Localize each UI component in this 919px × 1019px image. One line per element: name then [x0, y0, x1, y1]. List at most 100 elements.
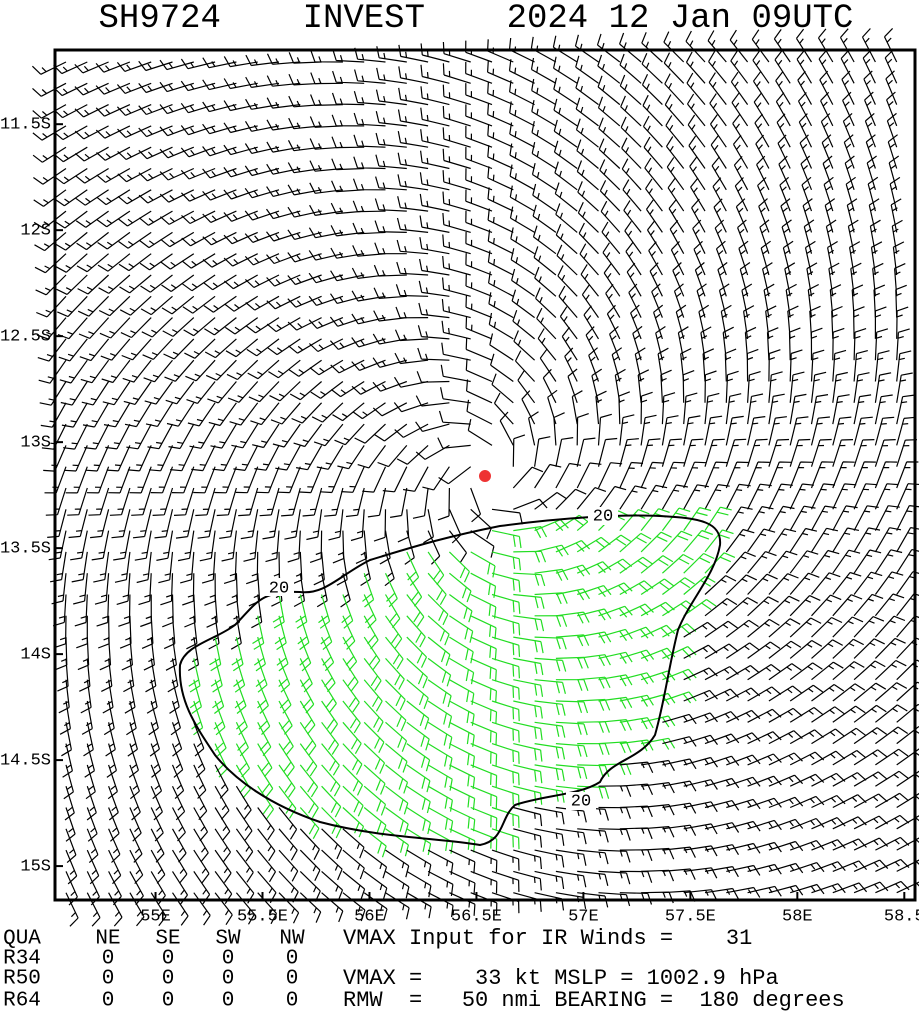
wind-barb [385, 700, 407, 732]
wind-barb [341, 594, 354, 629]
wind-barb [193, 828, 209, 863]
wind-barb [354, 69, 386, 84]
wind-barb [363, 658, 382, 691]
wind-barb [789, 840, 825, 851]
wind-barb [534, 849, 565, 868]
wind-barb [202, 167, 237, 179]
wind-barb [491, 593, 521, 614]
wind-barb [352, 200, 386, 213]
wind-barb [293, 423, 323, 448]
wind-barb [372, 402, 408, 417]
note: RMW = 50 nmi BEARING = 180 degrees [343, 988, 845, 1013]
wind-barb [513, 593, 545, 609]
wind-barb [299, 785, 319, 819]
wind-barb [128, 743, 139, 778]
wind-barb [577, 631, 612, 644]
wind-barb [885, 70, 898, 105]
wind-barb [449, 572, 472, 603]
wind-barb [465, 337, 493, 361]
wind-barb [150, 849, 166, 884]
wind-barb [442, 191, 471, 212]
wind-barb [117, 189, 152, 205]
wind-barb [287, 229, 322, 240]
wind-barb [141, 317, 173, 338]
wind-barb [40, 402, 67, 428]
wind-barb [704, 866, 739, 878]
wind-barb [619, 485, 647, 510]
wind-barb [891, 219, 903, 254]
wind-barb [664, 73, 685, 106]
wind-barb [618, 391, 631, 425]
wind-barb [609, 325, 621, 361]
wind-barb [768, 663, 802, 681]
wind-barb [124, 679, 136, 714]
wind-barb [54, 210, 88, 229]
wind-barb [353, 134, 386, 148]
wind-barb [843, 134, 855, 169]
wind-barb [385, 679, 406, 711]
wind-barb [874, 350, 890, 382]
wind-barb [427, 636, 451, 666]
wind-barb [555, 203, 578, 233]
wind-barb [619, 556, 653, 574]
wind-barb [449, 700, 475, 726]
wind-barb [160, 210, 195, 225]
wind-barb [119, 274, 152, 294]
wind-barb [342, 721, 362, 754]
wind-barb [331, 158, 365, 171]
wind-barb [872, 262, 884, 297]
wind-barb [420, 150, 450, 170]
wind-barb [743, 305, 755, 339]
wind-barb [406, 636, 428, 668]
wind-barb [119, 295, 152, 316]
wind-barb [683, 712, 718, 723]
wind-barb [640, 647, 676, 660]
wind-barb [827, 240, 838, 276]
table-cell: 0 [102, 990, 115, 1013]
wind-barb [574, 34, 599, 63]
wind-barb [342, 870, 366, 901]
wind-barb [419, 172, 450, 191]
table-cell: 0 [222, 948, 235, 971]
wind-barb [311, 402, 344, 423]
wind-barb [896, 837, 919, 851]
wind-barb [491, 508, 523, 525]
wind-barb [768, 528, 797, 553]
wind-barb [308, 295, 344, 306]
wind-barb [598, 117, 621, 148]
wind-barb [257, 807, 275, 841]
wind-barb [98, 295, 131, 317]
wind-barb [158, 551, 174, 584]
wind-barb [334, 423, 365, 446]
wind-barb [875, 880, 910, 894]
wind-barb [427, 743, 453, 770]
wind-barb [184, 594, 196, 628]
wind-barb [733, 155, 749, 191]
wind-barb [708, 72, 727, 105]
wind-barb [509, 206, 535, 233]
wind-barb [116, 104, 152, 116]
wind-barb [534, 491, 568, 510]
wind-barb [702, 348, 715, 382]
wind-barb [372, 357, 407, 368]
wind-barb [144, 381, 173, 405]
wind-barb [598, 605, 633, 618]
table-cell: R50 [3, 968, 41, 991]
wind-barb [390, 487, 408, 518]
wind-barb [257, 828, 276, 862]
wind-barb [65, 892, 79, 927]
wind-barb [789, 617, 822, 638]
wind-barb [531, 78, 557, 106]
wind-barb [789, 393, 807, 425]
wind-barb [804, 240, 816, 276]
wind-barb [212, 445, 237, 472]
wind-barb [874, 372, 892, 403]
wind-barb [555, 679, 589, 692]
wind-barb [266, 53, 301, 65]
wind-barb [619, 672, 654, 685]
wind-barb [577, 828, 609, 843]
wind-barb [725, 574, 758, 595]
wind-barb [182, 295, 216, 314]
wind-barb [640, 555, 674, 574]
wind-barb [577, 201, 599, 233]
